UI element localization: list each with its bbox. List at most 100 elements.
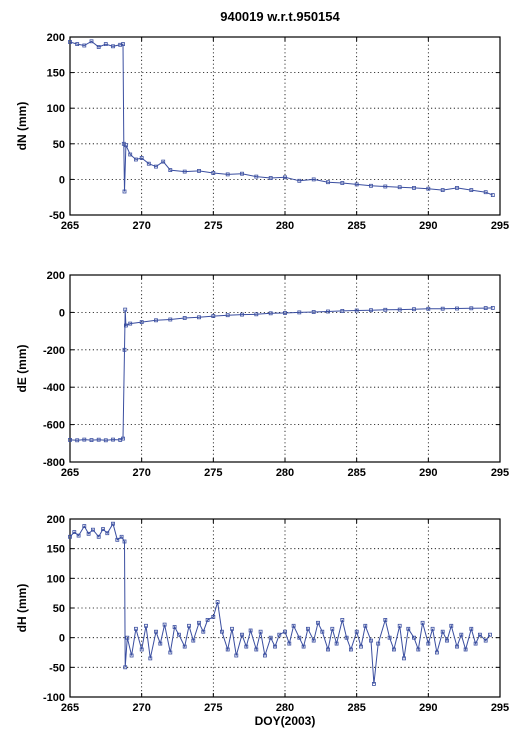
panel-dh: 265 270 275 280 285 290 295 -100 -50 0 50 100 150 200…	[15, 514, 509, 728]
dh-data-point	[340, 618, 345, 622]
dh-data-point	[273, 644, 277, 649]
de-data-point	[268, 311, 273, 316]
dn-data-point	[197, 168, 201, 173]
de-data-point	[469, 306, 474, 311]
dh-data-point	[397, 623, 402, 628]
de-data-point	[440, 306, 445, 311]
dh-data-point	[201, 629, 206, 634]
dn-data-point	[383, 184, 388, 189]
de-y-tick-label: 200	[47, 270, 65, 282]
de-data-point	[254, 312, 259, 317]
dn-axes-frame	[69, 36, 501, 216]
dh-y-axis-label: dH (mm)	[15, 584, 29, 633]
dh-x-tick-label: 290	[419, 702, 437, 714]
dh-data-point	[240, 632, 244, 637]
dh-data-point	[311, 638, 316, 643]
dh-data-point	[139, 647, 144, 652]
panel-de: 265 270 275 280 285 290 295 -800 -600 -400 -200 0 20…	[15, 270, 509, 479]
dh-y-tick-label: 150	[47, 544, 65, 556]
de-data-point	[211, 314, 216, 319]
dn-data-point	[124, 143, 128, 148]
dn-y-tick-label: 50	[53, 139, 65, 151]
dh-data-point	[334, 641, 339, 646]
dh-data-point	[283, 629, 287, 634]
de-x-tick-label: 295	[491, 467, 509, 479]
dn-data-point	[82, 43, 87, 48]
x-axis-label: DOY(2003)	[255, 714, 316, 728]
de-x-tick-label: 270	[132, 467, 150, 479]
dh-data-point	[371, 682, 376, 686]
dh-x-tick-label: 280	[276, 702, 294, 714]
dh-data-point	[469, 626, 474, 631]
dh-data-point	[297, 635, 302, 640]
dh-y-tick-label: -50	[49, 662, 65, 674]
dh-data-point	[412, 635, 416, 640]
dh-data-point	[440, 629, 445, 634]
dh-data-point	[262, 653, 267, 658]
dn-data-point	[161, 159, 166, 164]
dh-data-point	[305, 626, 310, 631]
dh-data-point	[277, 632, 282, 637]
dh-data-point	[387, 635, 392, 640]
dh-data-point	[376, 641, 381, 646]
dh-data-point	[445, 638, 449, 643]
dh-data-point	[383, 618, 388, 622]
dh-data-point	[82, 524, 87, 528]
dh-data-point	[354, 629, 359, 634]
dh-x-tick-label: 270	[132, 702, 150, 714]
dn-data-point	[225, 172, 230, 177]
dh-data-point	[76, 533, 81, 538]
dh-data-point	[119, 534, 124, 539]
dh-data-point	[326, 647, 330, 652]
dh-data-point	[148, 656, 153, 661]
dh-data-point	[96, 534, 101, 539]
dn-data-point	[68, 40, 72, 44]
dh-data-point	[363, 623, 368, 628]
de-x-tick-label: 285	[347, 467, 365, 479]
dh-data-point	[248, 628, 253, 633]
dn-data-point	[483, 190, 488, 195]
de-data-point	[154, 318, 158, 323]
dn-data-point	[128, 152, 133, 157]
dh-data-point	[182, 644, 187, 649]
dn-y-tick-label: 0	[59, 174, 65, 186]
dn-data-point	[154, 164, 158, 169]
dh-data-point	[477, 632, 482, 637]
de-data-point	[326, 309, 330, 314]
de-data-point	[68, 437, 72, 442]
dh-y-tick-label: 0	[59, 633, 65, 645]
de-plot-area	[70, 275, 500, 462]
dn-data-point	[133, 157, 138, 162]
dh-data-point	[162, 622, 167, 627]
de-data-point	[369, 308, 373, 313]
dn-data-point	[412, 185, 416, 190]
dh-data-point	[416, 647, 421, 652]
dh-data-point	[68, 534, 72, 539]
dh-data-point	[91, 527, 95, 532]
dh-data-point	[115, 537, 120, 542]
dn-y-tick-label: 100	[47, 103, 65, 115]
dh-data-point	[176, 632, 181, 637]
de-y-tick-label: -600	[43, 420, 65, 432]
dn-data-point	[369, 183, 373, 188]
dn-data-point	[455, 185, 459, 190]
dh-axes-frame	[69, 518, 501, 698]
dn-data-point	[283, 175, 287, 180]
de-data-point	[89, 438, 94, 443]
dn-x-tick-label: 270	[132, 220, 150, 232]
dh-data-point	[488, 632, 492, 637]
dn-data-point	[440, 188, 445, 193]
dn-x-tick-label: 280	[276, 220, 294, 232]
dn-data-point	[326, 180, 330, 185]
dh-data-point	[301, 644, 306, 649]
dn-data-point	[103, 42, 108, 46]
de-x-tick-label: 290	[419, 467, 437, 479]
dh-data-point	[344, 635, 349, 640]
dh-data-point	[172, 625, 177, 629]
de-data-point	[283, 311, 287, 315]
dn-data-point	[426, 186, 431, 191]
dh-data-point	[348, 647, 353, 652]
dn-x-tick-label: 275	[204, 220, 222, 232]
dh-data-point	[219, 629, 224, 634]
